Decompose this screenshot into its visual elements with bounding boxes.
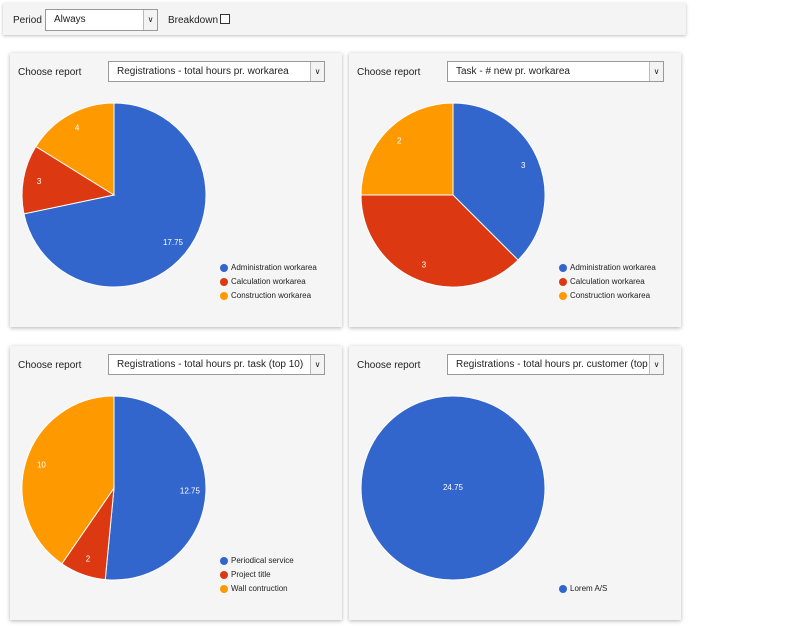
dropdown-arrow: ∨	[649, 355, 663, 374]
dropdown-arrow: ∨	[310, 355, 324, 374]
legend-label: Calculation workarea	[570, 277, 645, 286]
legend-label: Project title	[231, 570, 271, 579]
legend-marker	[559, 585, 567, 593]
slice-label: 3	[422, 260, 427, 269]
breakdown-checkbox[interactable]	[220, 14, 230, 24]
slice-label: 12.75	[180, 487, 201, 496]
pie-slice	[21, 395, 115, 565]
pie-slice	[360, 395, 546, 581]
report-panel: Choose report Registrations - total hours…	[10, 346, 342, 620]
report-value: Registrations - total hours pr. task (to…	[117, 359, 304, 370]
legend-marker	[220, 585, 228, 593]
pie-chart: 12.75 2 10 Periodical service Project title W…	[21, 395, 294, 593]
report-value: Registrations - total hours pr. customer…	[456, 359, 657, 370]
legend-label: Calculation workarea	[231, 277, 306, 286]
report-panel: Choose report Task - # new pr. workarea ∨ 3…	[349, 53, 681, 327]
period-select[interactable]: Always ∨	[45, 9, 158, 31]
toolbar: Period Always ∨ Breakdown	[3, 3, 686, 35]
pie-slice	[360, 102, 454, 196]
dropdown-arrow: ∨	[310, 62, 324, 81]
legend-label: Administration workarea	[570, 263, 656, 272]
legend-marker	[220, 571, 228, 579]
report-select[interactable]: Registrations - total hours pr. task (to…	[108, 354, 325, 375]
pie-slice	[35, 102, 115, 196]
slice-label: 4	[75, 124, 80, 133]
pie-chart: 24.75 Lorem A/S	[360, 395, 607, 593]
legend-marker	[220, 292, 228, 300]
pie-chart: 17.75 3 4 Administration workarea Calculatio…	[21, 102, 317, 300]
legend-label: Construction workarea	[231, 291, 312, 300]
legend-label: Administration workarea	[231, 263, 317, 272]
slice-label: 17.75	[163, 238, 184, 247]
slice-label: 2	[86, 555, 91, 564]
choose-report-label: Choose report	[18, 67, 82, 78]
report-value: Registrations - total hours pr. workarea	[117, 66, 289, 77]
slice-label: 3	[37, 177, 42, 186]
legend-label: Construction workarea	[570, 291, 651, 300]
slice-label: 3	[521, 161, 526, 170]
slice-label: 24.75	[443, 483, 464, 492]
pie-slice	[452, 102, 546, 261]
period-value: Always	[54, 14, 86, 25]
report-panel: Choose report Registrations - total hours…	[349, 346, 681, 620]
legend-label: Lorem A/S	[570, 584, 607, 593]
choose-report-label: Choose report	[357, 360, 421, 371]
slice-label: 10	[37, 461, 46, 470]
choose-report-label: Choose report	[18, 360, 82, 371]
slice-label: 2	[397, 136, 402, 145]
pie-slice	[104, 395, 207, 581]
period-label: Period	[13, 15, 42, 26]
legend-marker	[220, 278, 228, 286]
report-value: Task - # new pr. workarea	[456, 66, 570, 77]
report-select[interactable]: Registrations - total hours pr. workarea…	[108, 61, 325, 82]
breakdown-label: Breakdown	[168, 15, 219, 26]
legend-marker	[559, 292, 567, 300]
legend-marker	[220, 557, 228, 565]
legend-marker	[559, 278, 567, 286]
legend-label: Periodical service	[231, 556, 294, 565]
pie-slice	[21, 145, 116, 215]
report-panel: Choose report Registrations - total hours…	[10, 53, 342, 327]
report-select[interactable]: Task - # new pr. workarea ∨	[447, 61, 664, 82]
pie-slice	[23, 102, 207, 288]
report-select[interactable]: Registrations - total hours pr. customer…	[447, 354, 664, 375]
pie-slice	[360, 194, 519, 288]
legend-marker	[559, 264, 567, 272]
dropdown-arrow: ∨	[649, 62, 663, 81]
choose-report-label: Choose report	[357, 67, 421, 78]
legend-marker	[220, 264, 228, 272]
legend-label: Wall contruction	[231, 584, 288, 593]
dropdown-arrow: ∨	[143, 10, 157, 30]
pie-chart: 3 3 2 Administration workarea Calculation wo…	[360, 102, 656, 300]
